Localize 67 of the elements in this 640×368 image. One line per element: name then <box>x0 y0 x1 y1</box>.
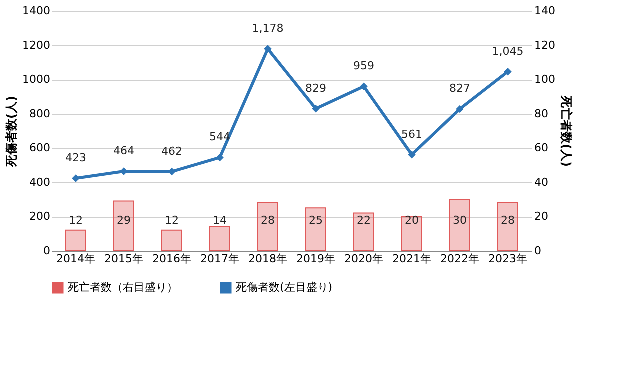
x-tick-label: 2014年 <box>56 252 96 266</box>
bar <box>162 230 182 252</box>
data-label: 1,045 <box>492 44 524 58</box>
data-label: 423 <box>66 151 86 164</box>
x-tick-label: 2018年 <box>248 252 288 266</box>
y2-tick-label: 100 <box>534 73 556 86</box>
x-tick-label: 2016年 <box>152 252 192 266</box>
y2-tick-label: 20 <box>534 210 548 224</box>
data-label: 29 <box>117 214 131 227</box>
bar <box>354 212 374 252</box>
y-tick-label: 1000 <box>22 73 50 86</box>
data-label: 12 <box>165 214 179 227</box>
x-tick-label: 2023年 <box>488 252 528 266</box>
bar <box>498 202 518 252</box>
bar <box>258 202 278 252</box>
bar <box>210 226 230 252</box>
x-tick-label: 2021年 <box>392 252 432 266</box>
legend-label: 死傷者数(左目盛り) <box>236 281 333 294</box>
y-axis-title: 死傷者数(人) <box>4 96 19 168</box>
data-label: 959 <box>354 60 374 73</box>
y2-axis-title: 死亡者数(人) <box>559 95 574 167</box>
y-tick-label: 200 <box>30 210 50 224</box>
y2-tick-label: 60 <box>534 142 548 155</box>
x-tick-label: 2020年 <box>344 252 384 266</box>
legend-label: 死亡者数（右目盛り） <box>68 281 178 294</box>
data-label: 464 <box>114 144 134 158</box>
point <box>456 105 464 114</box>
y-tick-label: 1200 <box>22 38 50 52</box>
data-label: 30 <box>453 214 467 227</box>
data-label: 14 <box>213 214 227 227</box>
y2-tick-label: 80 <box>534 107 548 120</box>
point <box>504 68 512 76</box>
y2-tick-label: 140 <box>534 4 556 18</box>
data-label: 829 <box>306 82 326 95</box>
y-tick-label: 0 <box>44 244 50 258</box>
point <box>360 82 368 90</box>
x-tick-label: 2022年 <box>440 252 480 266</box>
bar <box>66 230 86 252</box>
bar <box>114 200 134 252</box>
y2-tick-label: 120 <box>534 38 556 52</box>
point <box>408 150 416 159</box>
point <box>312 105 320 113</box>
x-tick-label: 2015年 <box>104 252 144 266</box>
y2-tick-label: 0 <box>534 244 542 258</box>
bar <box>306 208 326 252</box>
point <box>264 45 272 53</box>
data-label: 22 <box>357 214 371 227</box>
data-label: 20 <box>405 214 419 227</box>
y-tick-label: 1400 <box>22 4 50 18</box>
x-tick-label: 2017年 <box>200 252 240 266</box>
x-tick-label: 2019年 <box>296 252 336 266</box>
data-label: 28 <box>261 214 275 227</box>
data-label: 1,178 <box>252 22 284 36</box>
data-label: 12 <box>69 214 83 227</box>
y2-tick-label: 40 <box>534 176 548 189</box>
bar <box>402 216 422 252</box>
data-label: 28 <box>501 214 515 227</box>
data-label: 827 <box>450 82 470 96</box>
y-tick-label: 600 <box>30 142 50 155</box>
point <box>216 154 224 162</box>
data-label: 462 <box>162 144 182 158</box>
data-label: 561 <box>402 128 422 141</box>
y-tick-label: 800 <box>30 107 50 120</box>
y-tick-label: 400 <box>30 176 50 189</box>
data-label: 25 <box>309 214 323 227</box>
point <box>72 174 80 182</box>
bar <box>450 199 470 252</box>
